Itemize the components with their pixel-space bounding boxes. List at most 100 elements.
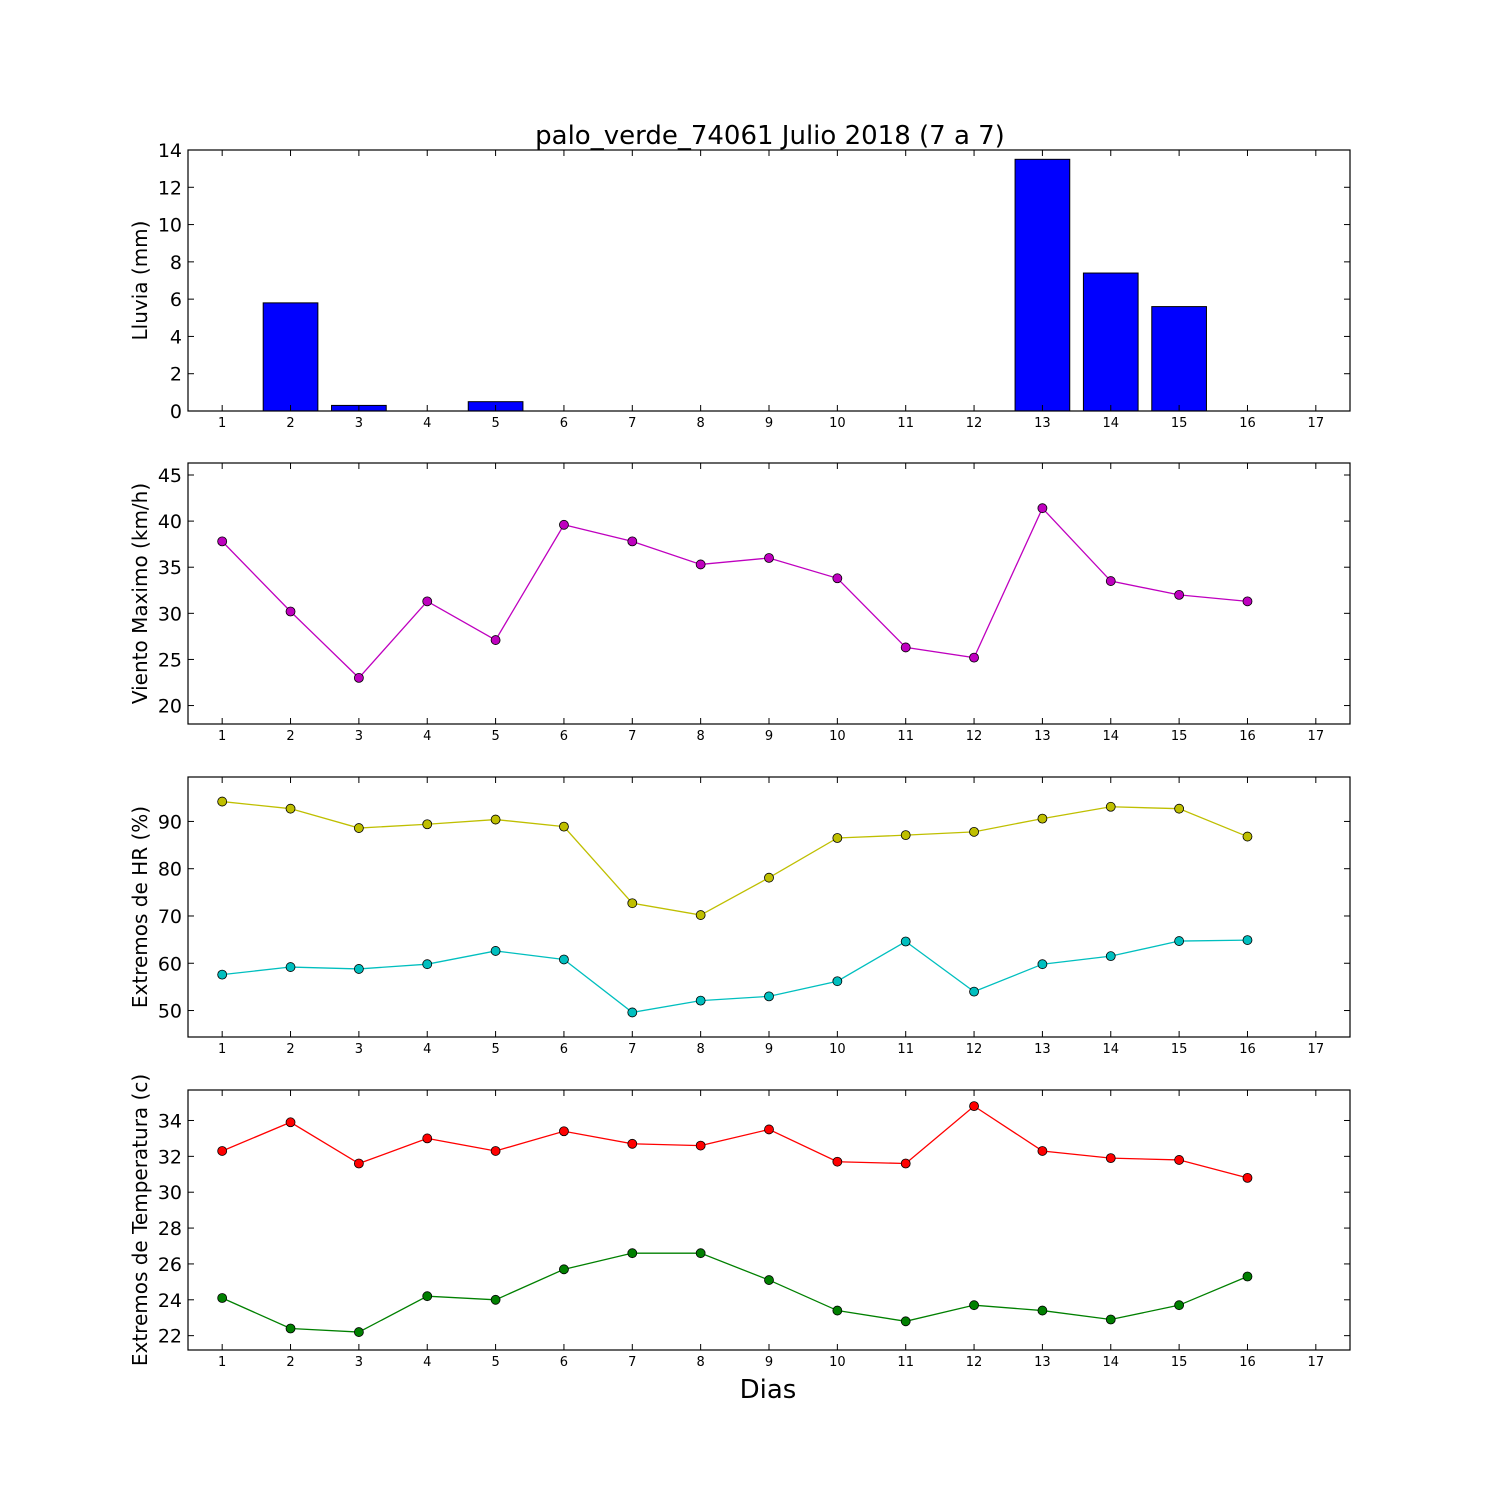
point-s2-day-3 <box>353 1327 364 1337</box>
y-tick-label: 90 <box>158 811 182 833</box>
point-s1-day-10 <box>832 573 843 584</box>
x-tick-label: 13 <box>1034 1355 1051 1370</box>
x-tick-label: 9 <box>765 1355 773 1370</box>
point-s1-day-15 <box>1174 1155 1185 1165</box>
point-s2-day-4 <box>422 1291 433 1302</box>
point-s1-day-5 <box>490 1146 501 1156</box>
y-axis-label: Extremos de Temperatura (c) <box>128 1074 152 1366</box>
x-tick-label: 6 <box>560 1355 568 1370</box>
point-s1-day-6 <box>559 1126 569 1137</box>
point-s2-day-15 <box>1174 936 1185 946</box>
y-tick-label: 50 <box>158 1001 182 1023</box>
point-s1-day-4 <box>422 819 433 830</box>
point-s2-day-8 <box>695 995 706 1006</box>
x-axis-label: Dias <box>740 1375 797 1405</box>
y-tick-label: 4 <box>170 326 182 348</box>
y-tick-label: 80 <box>158 859 182 881</box>
x-tick-label: 11 <box>897 416 914 431</box>
point-s1-day-11 <box>900 642 911 653</box>
point-s2-day-2 <box>285 962 296 972</box>
point-s2-day-13 <box>1037 1305 1048 1316</box>
bar-day-13 <box>1014 158 1071 412</box>
x-tick-label: 3 <box>355 416 363 431</box>
x-tick-label: 8 <box>697 1042 705 1057</box>
point-s1-day-1 <box>217 536 228 547</box>
point-s2-day-1 <box>217 1293 228 1303</box>
point-s2-day-5 <box>490 946 501 956</box>
point-s1-day-15 <box>1174 589 1185 600</box>
point-s1-day-3 <box>353 823 364 833</box>
point-s1-day-8 <box>695 1140 706 1151</box>
point-s1-day-2 <box>285 803 296 814</box>
x-tick-label: 5 <box>491 416 499 431</box>
x-tick-label: 8 <box>697 1355 705 1370</box>
x-tick-label: 13 <box>1034 1042 1051 1057</box>
point-s1-day-13 <box>1037 813 1048 824</box>
point-s2-day-9 <box>764 991 774 1002</box>
y-tick-label: 2 <box>170 364 182 386</box>
point-s1-day-7 <box>627 1138 638 1149</box>
point-s2-day-5 <box>490 1294 501 1305</box>
x-tick-label: 16 <box>1239 1042 1256 1057</box>
point-s2-day-9 <box>764 1275 774 1285</box>
y-tick-label: 60 <box>158 953 182 975</box>
point-s1-day-14 <box>1105 801 1116 812</box>
x-tick-label: 17 <box>1308 1042 1325 1057</box>
x-tick-label: 11 <box>897 1355 914 1370</box>
point-s1-day-12 <box>969 1101 979 1112</box>
x-tick-label: 13 <box>1034 416 1051 431</box>
x-tick-label: 7 <box>628 1042 636 1057</box>
x-tick-label: 7 <box>628 1355 636 1370</box>
point-s1-day-12 <box>969 826 979 837</box>
point-s1-day-16 <box>1242 596 1253 607</box>
point-s1-day-4 <box>422 596 433 607</box>
x-tick-label: 12 <box>966 416 983 431</box>
point-s2-day-15 <box>1174 1300 1185 1311</box>
point-s2-day-12 <box>969 986 979 997</box>
point-s1-day-11 <box>900 1158 911 1169</box>
y-tick-label: 20 <box>158 696 182 718</box>
point-s1-day-16 <box>1242 1172 1253 1183</box>
x-tick-label: 13 <box>1034 729 1051 744</box>
y-tick-label: 45 <box>158 465 182 487</box>
x-tick-label: 6 <box>560 729 568 744</box>
point-s2-day-11 <box>900 936 911 947</box>
point-s2-day-14 <box>1105 1314 1116 1325</box>
point-s2-day-7 <box>627 1007 638 1018</box>
point-s1-day-7 <box>627 536 638 547</box>
series-line-2 <box>222 939 1248 1014</box>
y-tick-label: 0 <box>170 401 182 423</box>
point-s1-day-9 <box>764 872 774 883</box>
point-s1-day-6 <box>559 821 569 832</box>
y-tick-label: 22 <box>158 1326 182 1348</box>
x-tick-label: 12 <box>966 729 983 744</box>
x-tick-label: 9 <box>765 729 773 744</box>
y-tick-label: 24 <box>158 1290 182 1312</box>
y-axis-label: Extremos de HR (%) <box>128 806 152 1008</box>
subplot-2: 1 2 3 4 5 6 7 8 9 10 11 12 13 14 15 16 17202530354045Vie… <box>128 462 1351 744</box>
point-s1-day-10 <box>832 1156 843 1167</box>
x-tick-label: 8 <box>697 416 705 431</box>
x-tick-label: 17 <box>1308 1355 1325 1370</box>
x-tick-label: 16 <box>1239 416 1256 431</box>
point-s1-day-6 <box>559 519 569 530</box>
point-s2-day-14 <box>1105 951 1116 962</box>
x-tick-label: 10 <box>829 729 846 744</box>
bar-day-14 <box>1082 272 1139 412</box>
x-tick-label: 2 <box>286 729 294 744</box>
x-tick-label: 4 <box>423 1042 431 1057</box>
point-s2-day-8 <box>695 1248 706 1259</box>
x-tick-label: 3 <box>355 1042 363 1057</box>
x-tick-label: 1 <box>218 416 226 431</box>
y-tick-label: 26 <box>158 1254 182 1276</box>
y-tick-label: 30 <box>158 1182 182 1204</box>
x-tick-label: 3 <box>355 729 363 744</box>
point-s1-day-12 <box>969 652 979 663</box>
point-s1-day-2 <box>285 606 296 617</box>
y-tick-label: 12 <box>158 177 182 199</box>
x-tick-label: 11 <box>897 729 914 744</box>
x-tick-label: 12 <box>966 1355 983 1370</box>
point-s1-day-4 <box>422 1133 433 1144</box>
x-tick-label: 1 <box>218 1355 226 1370</box>
